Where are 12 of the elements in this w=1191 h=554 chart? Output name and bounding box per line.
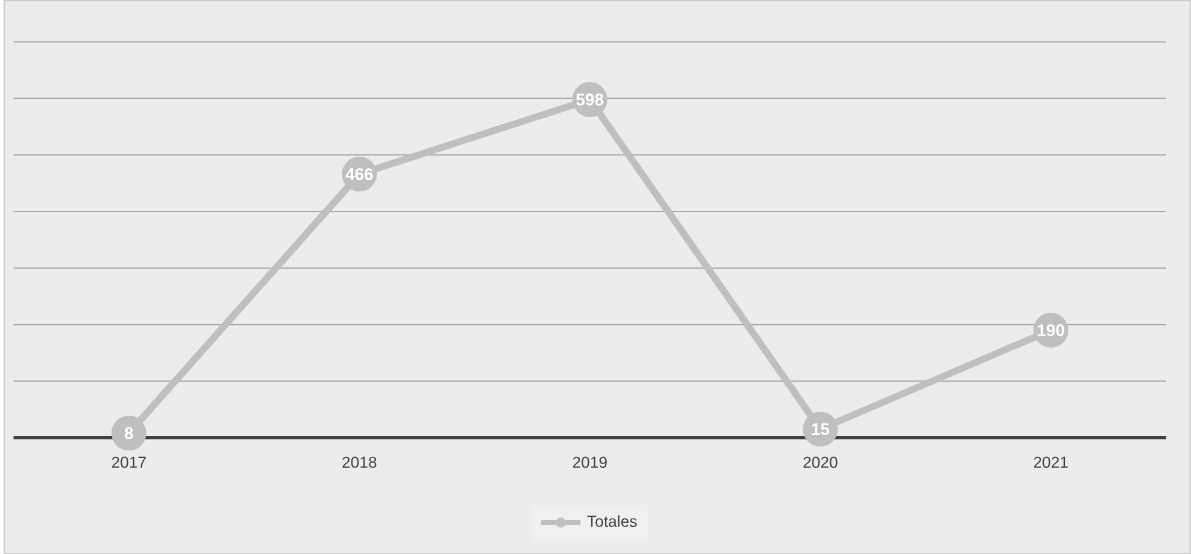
x-tick-label: 2017 [112, 456, 146, 468]
data-label: 15 [812, 423, 830, 435]
data-label: 190 [1037, 324, 1065, 337]
x-tick-label: 2018 [342, 456, 377, 468]
x-tick-label: 2019 [573, 456, 607, 468]
x-tick-label: 2021 [1033, 456, 1068, 468]
legend-label: Totales [587, 515, 637, 527]
point [111, 415, 147, 451]
x-tick-label: 2020 [803, 456, 838, 468]
data-label: 598 [576, 93, 604, 106]
data-label: 466 [345, 168, 373, 181]
data-label: 8 [124, 427, 134, 439]
